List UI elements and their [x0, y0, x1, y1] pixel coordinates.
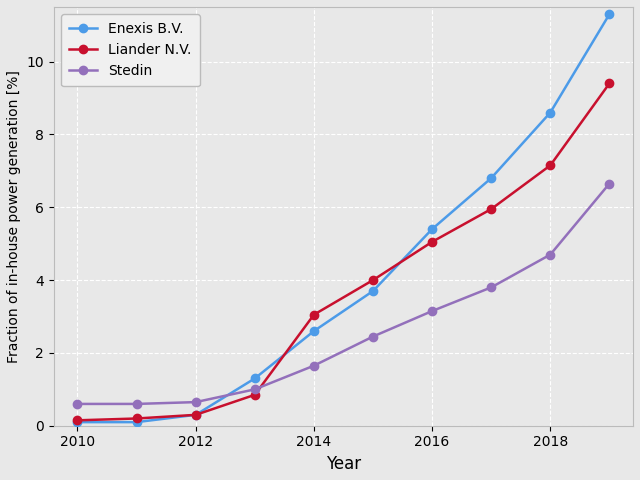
Enexis B.V. — [547, 110, 554, 116]
Enexis B.V. — [132, 419, 140, 425]
Liander N.V. — [369, 277, 377, 283]
Enexis B.V. — [251, 375, 259, 381]
Stedin — [428, 308, 436, 314]
Stedin — [74, 401, 81, 407]
Stedin — [488, 285, 495, 290]
Liander N.V. — [488, 206, 495, 212]
Line: Enexis B.V.: Enexis B.V. — [74, 10, 614, 426]
Enexis B.V. — [605, 12, 613, 17]
X-axis label: Year: Year — [326, 455, 361, 473]
Stedin — [192, 399, 200, 405]
Liander N.V. — [132, 416, 140, 421]
Liander N.V. — [192, 412, 200, 418]
Line: Liander N.V.: Liander N.V. — [74, 79, 614, 424]
Y-axis label: Fraction of in-house power generation [%]: Fraction of in-house power generation [%… — [7, 70, 21, 363]
Liander N.V. — [251, 392, 259, 398]
Liander N.V. — [310, 312, 317, 318]
Liander N.V. — [74, 418, 81, 423]
Liander N.V. — [547, 163, 554, 168]
Enexis B.V. — [74, 419, 81, 425]
Stedin — [369, 334, 377, 339]
Enexis B.V. — [192, 412, 200, 418]
Line: Stedin: Stedin — [74, 180, 614, 408]
Stedin — [310, 363, 317, 369]
Stedin — [132, 401, 140, 407]
Enexis B.V. — [310, 328, 317, 334]
Enexis B.V. — [428, 226, 436, 232]
Liander N.V. — [605, 81, 613, 86]
Enexis B.V. — [488, 175, 495, 181]
Liander N.V. — [428, 239, 436, 245]
Stedin — [547, 252, 554, 257]
Legend: Enexis B.V., Liander N.V., Stedin: Enexis B.V., Liander N.V., Stedin — [61, 14, 200, 86]
Enexis B.V. — [369, 288, 377, 294]
Stedin — [251, 386, 259, 392]
Stedin — [605, 180, 613, 186]
